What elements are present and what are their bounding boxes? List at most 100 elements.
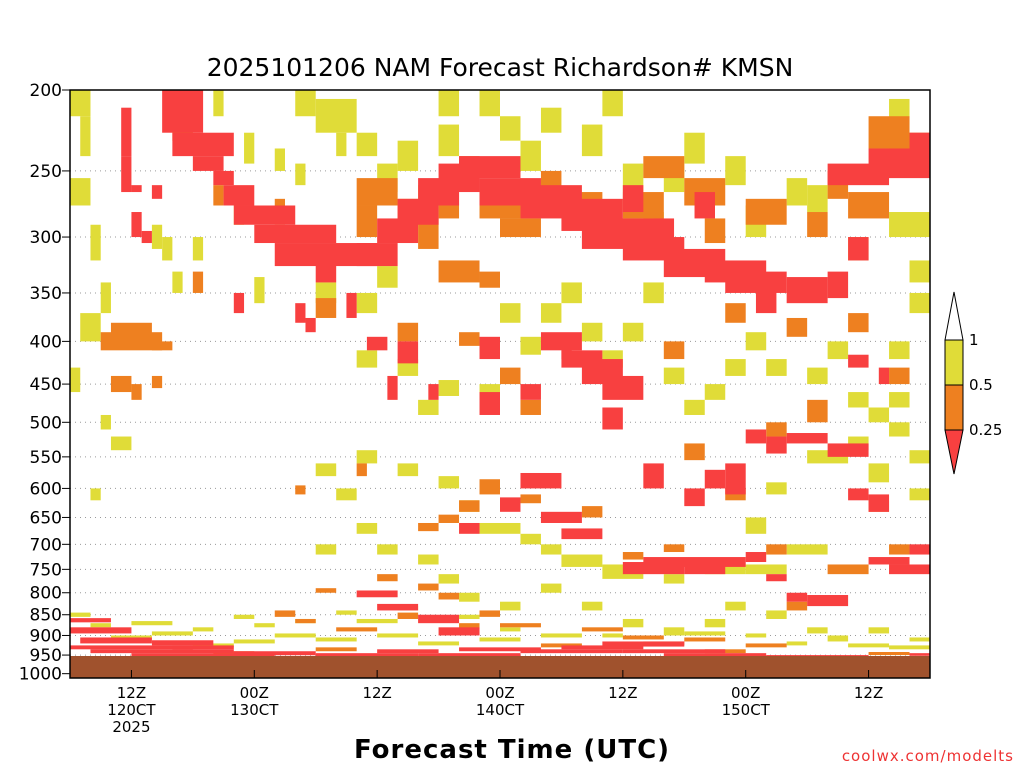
heatmap-cell-0-25 <box>254 224 337 244</box>
heatmap-cell-1 <box>827 635 849 642</box>
heatmap-cell-0-5 <box>438 260 480 283</box>
heatmap-cell-0-5 <box>745 643 787 648</box>
heatmap-cell-0-25 <box>878 367 890 385</box>
heatmap-cell-1 <box>233 614 255 619</box>
x-tick-label: 00Z <box>240 684 269 702</box>
y-tick-label: 200 <box>30 81 62 101</box>
heatmap-cell-0-25 <box>868 494 890 512</box>
heatmap-cell-1 <box>663 367 685 385</box>
y-tick-label: 500 <box>30 413 62 433</box>
heatmap-cell-0-25 <box>131 185 142 193</box>
heatmap-cell-1 <box>162 237 173 261</box>
heatmap-cell-0-25 <box>479 336 500 360</box>
heatmap-cell-0-25 <box>745 429 767 444</box>
y-tick-label: 950 <box>30 646 62 666</box>
y-tick-label: 800 <box>30 584 62 604</box>
heatmap-cell-1 <box>479 522 521 534</box>
heatmap-cell-0-25 <box>315 653 419 656</box>
heatmap-cell-1 <box>766 610 787 619</box>
x-tick-label: 00Z <box>485 684 514 702</box>
heatmap-cell-0-25 <box>766 574 787 582</box>
heatmap-cell-0-25 <box>909 544 930 555</box>
heatmap-cell-0-25 <box>305 317 316 333</box>
heatmap-cell-0-25 <box>70 645 193 650</box>
heatmap-cell-1 <box>100 282 111 314</box>
heatmap-cell-0-5 <box>704 218 726 244</box>
heatmap-cell-0-25 <box>520 472 562 489</box>
heatmap-cell-1 <box>889 645 930 650</box>
heatmap-cell-0-25 <box>786 277 828 304</box>
heatmap-cell-0-5 <box>295 618 316 624</box>
heatmap-cell-0-5 <box>684 637 726 642</box>
heatmap-cell-1 <box>254 277 265 304</box>
heatmap-cell-0-25 <box>80 637 152 644</box>
heatmap-cell-0-25 <box>520 649 623 654</box>
heatmap-cell-1 <box>315 637 357 642</box>
heatmap-cell-0-25 <box>141 230 152 244</box>
heatmap-cell-1 <box>725 601 746 611</box>
heatmap-cell-1 <box>315 544 337 555</box>
heatmap-cell-1 <box>684 631 726 636</box>
heatmap-cell-0-25 <box>725 271 787 293</box>
heatmap-cell-1 <box>336 610 357 615</box>
heatmap-cell-0-25 <box>387 375 398 400</box>
heatmap-cell-0-25 <box>704 469 726 489</box>
heatmap-cell-0-25 <box>274 243 378 267</box>
heatmap-cell-0-25 <box>848 237 869 261</box>
heatmap-cell-1 <box>479 90 500 117</box>
heatmap-cell-0-25 <box>848 354 869 368</box>
heatmap-cell-1 <box>725 359 746 376</box>
heatmap-cell-1 <box>868 627 890 634</box>
y-tick-label: 700 <box>30 535 62 555</box>
heatmap-cell-0-25 <box>643 463 664 489</box>
heatmap-cell-0-25 <box>684 564 726 575</box>
heatmap-cell-0-5 <box>459 623 480 630</box>
heatmap-cell-0-25 <box>827 271 849 299</box>
heatmap-cell-1 <box>459 614 480 619</box>
x-tick-label: 00Z <box>731 684 760 702</box>
heatmap-cell-0-25 <box>684 488 705 507</box>
heatmap-cell-1 <box>786 544 828 555</box>
heatmap-cell-0-25 <box>868 557 910 565</box>
heatmap-cell-1 <box>213 90 224 117</box>
heatmap-cell-0-25 <box>602 375 644 400</box>
heatmap-cell-0-25 <box>418 653 521 656</box>
heatmap-cell-0-5 <box>643 156 685 179</box>
heatmap-cell-1 <box>500 303 521 323</box>
heatmap-cell-0-25 <box>151 185 163 199</box>
heatmap-cell-1 <box>70 612 91 617</box>
heatmap-cell-1 <box>397 140 419 171</box>
heatmap-cell-1 <box>438 476 460 489</box>
heatmap-cell-1 <box>90 623 111 628</box>
credit-text[interactable]: coolwx.com/modelts <box>842 747 1014 765</box>
heatmap-cell-1 <box>622 163 644 193</box>
heatmap-cell-1 <box>151 224 163 249</box>
heatmap-cell-0-5 <box>827 564 869 575</box>
heatmap-cell-1 <box>786 641 808 646</box>
heatmap-cell-0-25 <box>643 557 746 567</box>
heatmap-cell-0-25 <box>561 336 572 360</box>
heatmap-cell-0-5 <box>807 399 828 423</box>
heatmap-cell-1 <box>70 90 91 117</box>
heatmap-cell-0-25 <box>366 336 388 351</box>
heatmap-cell-0-5 <box>540 643 582 648</box>
y-tick-label: 900 <box>30 626 62 646</box>
heatmap-cell-0-25 <box>745 552 767 563</box>
heatmap-cell-0-25 <box>479 392 500 415</box>
heatmap-cell-1 <box>151 631 193 636</box>
heatmap-cell-0-25 <box>622 185 644 213</box>
heatmap-cell-1 <box>807 367 828 385</box>
heatmap-cell-0-25 <box>90 649 234 654</box>
heatmap-cell-0-5 <box>786 601 808 611</box>
heatmap-cell-0-25 <box>131 653 275 656</box>
heatmap-cell-0-25 <box>663 653 767 656</box>
y-tick-label: 300 <box>30 228 62 248</box>
heatmap-cell-1 <box>315 282 337 304</box>
heatmap-cell-0-5 <box>295 485 306 495</box>
heatmap-cell-1 <box>377 633 419 638</box>
heatmap-cell-0-5 <box>438 592 460 600</box>
heatmap-cell-0-25 <box>459 156 521 179</box>
heatmap-cell-1 <box>500 627 521 632</box>
heatmap-cell-1 <box>909 260 930 283</box>
heatmap-cell-1 <box>459 592 480 602</box>
